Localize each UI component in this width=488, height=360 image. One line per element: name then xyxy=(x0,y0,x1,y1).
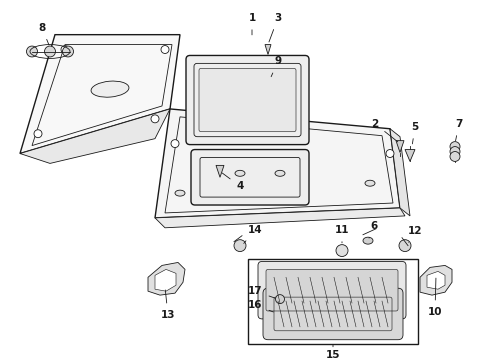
FancyBboxPatch shape xyxy=(265,269,397,311)
Ellipse shape xyxy=(175,190,184,196)
Ellipse shape xyxy=(235,170,244,176)
Text: 4: 4 xyxy=(222,173,243,191)
FancyBboxPatch shape xyxy=(191,149,308,205)
Text: 13: 13 xyxy=(161,290,175,320)
Circle shape xyxy=(61,46,69,54)
FancyBboxPatch shape xyxy=(199,68,295,132)
Circle shape xyxy=(449,141,459,152)
Text: 16: 16 xyxy=(247,300,273,312)
Polygon shape xyxy=(216,165,224,177)
Ellipse shape xyxy=(362,237,372,244)
Circle shape xyxy=(234,240,245,252)
Circle shape xyxy=(385,149,393,157)
Polygon shape xyxy=(155,269,176,291)
Text: 2: 2 xyxy=(370,119,397,142)
Polygon shape xyxy=(155,208,404,228)
Text: 17: 17 xyxy=(247,286,275,298)
Polygon shape xyxy=(426,271,444,289)
Circle shape xyxy=(26,46,38,57)
FancyBboxPatch shape xyxy=(263,288,402,340)
Circle shape xyxy=(171,140,179,148)
FancyBboxPatch shape xyxy=(258,261,405,319)
Text: 8: 8 xyxy=(38,23,49,45)
Circle shape xyxy=(62,46,73,57)
Circle shape xyxy=(449,147,459,157)
Text: 1: 1 xyxy=(248,13,255,35)
Text: 6: 6 xyxy=(368,221,377,238)
Polygon shape xyxy=(419,265,451,295)
Polygon shape xyxy=(148,262,184,295)
Text: 14: 14 xyxy=(243,225,262,243)
Text: 9: 9 xyxy=(270,57,281,77)
Circle shape xyxy=(335,245,347,257)
Text: 12: 12 xyxy=(407,226,421,242)
Text: 5: 5 xyxy=(410,122,418,144)
Circle shape xyxy=(151,115,159,123)
Circle shape xyxy=(161,46,169,54)
Circle shape xyxy=(275,294,284,303)
Ellipse shape xyxy=(364,180,374,186)
FancyBboxPatch shape xyxy=(185,55,308,145)
Text: 15: 15 xyxy=(325,345,340,360)
Text: 10: 10 xyxy=(427,278,441,317)
Polygon shape xyxy=(20,109,170,163)
Polygon shape xyxy=(395,141,403,153)
Text: 7: 7 xyxy=(454,119,462,141)
Ellipse shape xyxy=(274,170,285,176)
Ellipse shape xyxy=(91,81,129,97)
Polygon shape xyxy=(404,149,414,161)
Polygon shape xyxy=(264,45,270,54)
Circle shape xyxy=(34,130,42,138)
Polygon shape xyxy=(389,129,409,216)
Circle shape xyxy=(44,46,55,57)
Polygon shape xyxy=(155,109,399,218)
Text: 11: 11 xyxy=(334,225,348,243)
Bar xyxy=(247,260,417,344)
Circle shape xyxy=(449,152,459,161)
Circle shape xyxy=(398,240,410,252)
Polygon shape xyxy=(20,35,180,153)
Text: 3: 3 xyxy=(268,13,281,42)
